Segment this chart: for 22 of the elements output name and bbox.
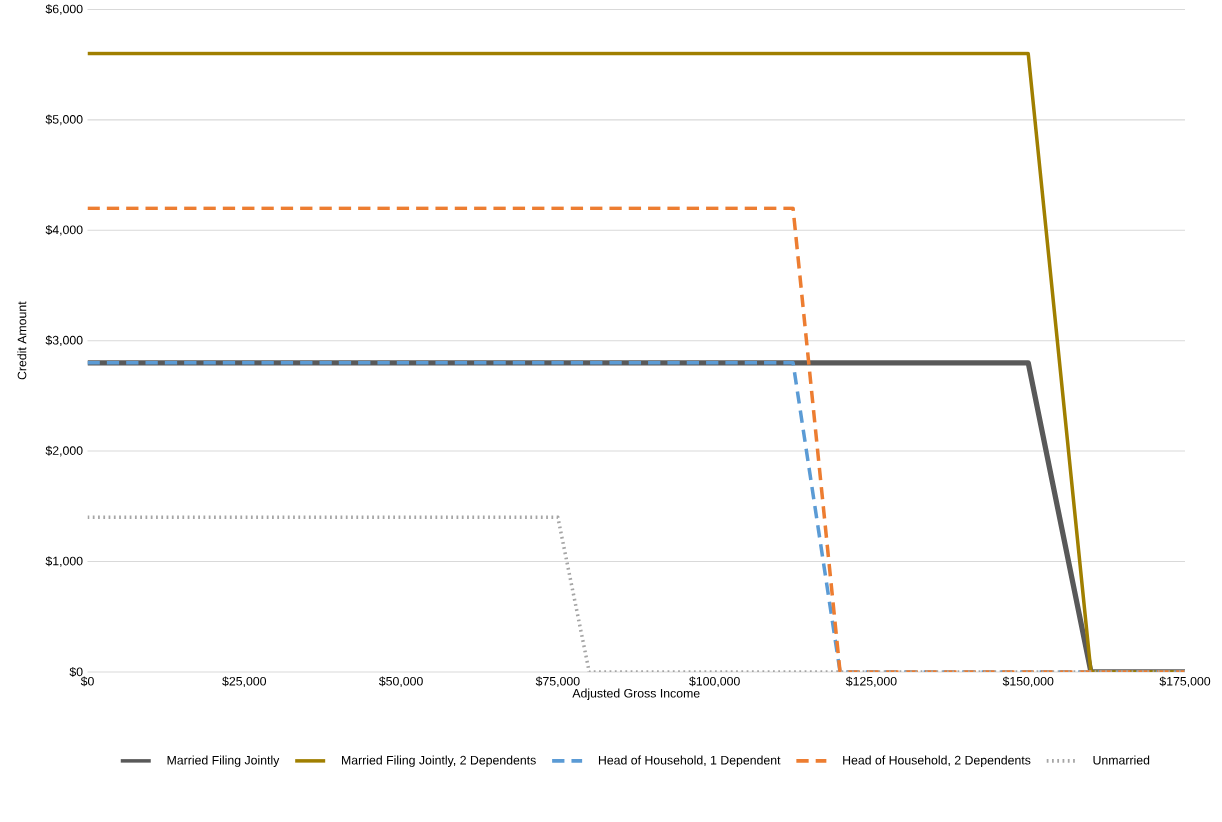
y-tick-label: $4,000 bbox=[45, 224, 83, 236]
y-tick-label: $6,000 bbox=[45, 4, 83, 15]
x-tick-label: $175,000 bbox=[1159, 676, 1211, 688]
legend-label: Unmarried bbox=[1093, 755, 1150, 765]
x-tick-label: $75,000 bbox=[535, 676, 580, 688]
y-tick-label: $1,000 bbox=[45, 556, 83, 567]
y-tick-label: $5,000 bbox=[45, 114, 83, 126]
x-axis-title: Adjusted Gross Income bbox=[572, 688, 700, 701]
legend-label: Head of Household, 2 Dependents bbox=[843, 755, 1031, 767]
x-tick-label: $25,000 bbox=[222, 676, 267, 688]
y-tick-label: $3,000 bbox=[45, 335, 83, 347]
y-tick-label: $2,000 bbox=[45, 445, 83, 457]
x-tick-label: $150,000 bbox=[1002, 676, 1054, 688]
legend-label: Head of Household, 1 Dependent bbox=[598, 755, 781, 767]
x-tick-label: $125,000 bbox=[845, 676, 897, 688]
y-axis-title: Credit Amount bbox=[17, 301, 27, 380]
legend-label: Married Filing Jointly, 2 Dependents bbox=[342, 755, 536, 767]
x-tick-label: $100,000 bbox=[689, 676, 740, 688]
legend-label: Married Filing Jointly bbox=[167, 755, 280, 767]
y-tick-label: $0 bbox=[69, 666, 83, 677]
x-tick-label: $0 bbox=[80, 676, 94, 687]
x-tick-label: $50,000 bbox=[378, 676, 423, 688]
